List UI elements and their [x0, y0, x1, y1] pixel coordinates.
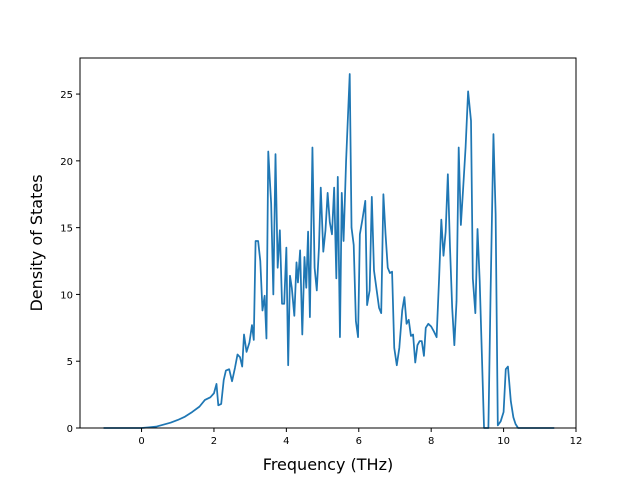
- plot-frame: [79, 57, 577, 429]
- x-tick-label: 0: [138, 436, 144, 447]
- series-layer: [103, 73, 555, 429]
- y-tick-label: 10: [60, 290, 73, 301]
- x-tick-label: 6: [356, 436, 362, 447]
- x-tick-label: 4: [283, 436, 289, 447]
- y-tick-label: 25: [60, 90, 73, 101]
- x-axis-ticks: 0 2 4 6 8 10 12: [138, 428, 582, 447]
- x-axis-label: Frequency (THz): [263, 455, 393, 474]
- y-tick-label: 0: [67, 424, 73, 435]
- x-tick-label: 2: [211, 436, 217, 447]
- series-line-0: [103, 73, 555, 429]
- x-tick-label: 10: [497, 436, 510, 447]
- x-tick-label: 8: [428, 436, 434, 447]
- x-tick-label: 12: [570, 436, 583, 447]
- y-tick-label: 5: [67, 357, 73, 368]
- y-tick-label: 15: [60, 224, 73, 235]
- y-axis-label: Density of States: [27, 174, 46, 311]
- plot-background: [80, 58, 576, 428]
- y-axis-ticks: 0 5 10 15 20 25: [60, 90, 80, 435]
- y-tick-label: 20: [60, 157, 73, 168]
